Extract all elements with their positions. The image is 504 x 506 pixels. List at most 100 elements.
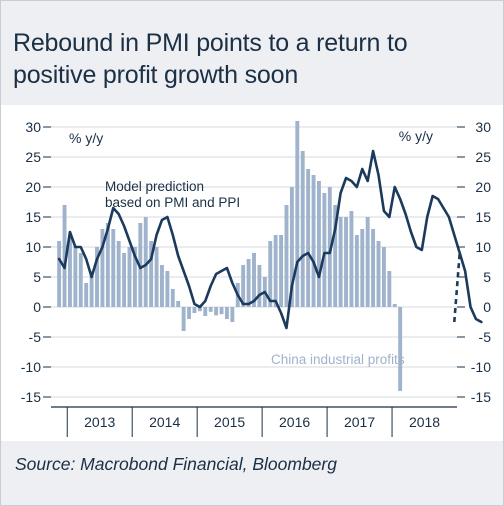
profit-bar — [295, 121, 300, 307]
profit-bar — [246, 259, 251, 307]
profit-bar — [165, 271, 170, 307]
profit-bar — [398, 307, 403, 391]
profit-bar — [132, 247, 137, 307]
profit-bar — [149, 241, 154, 307]
source-note: Source: Macrobond Financial, Bloomberg — [15, 454, 337, 474]
y-tick-label-right: 0 — [483, 299, 491, 315]
profit-bar — [344, 217, 348, 307]
x-tick-label: 2015 — [214, 414, 245, 430]
profit-bar — [241, 265, 246, 307]
profit-bar — [203, 307, 208, 316]
profit-bar — [154, 247, 159, 307]
profit-bar — [392, 304, 397, 307]
right-axis-unit: % y/y — [399, 128, 433, 144]
x-tick-label: 2014 — [149, 414, 180, 430]
profit-bar — [111, 229, 116, 307]
left-axis-unit: % y/y — [69, 130, 103, 146]
y-tick-label-left: -15 — [21, 389, 41, 405]
model-forecast-dashed-line — [452, 252, 462, 323]
profit-bar — [116, 241, 121, 307]
profit-bar — [230, 307, 235, 322]
y-tick-label-right: 20 — [475, 179, 491, 195]
profit-bar — [78, 253, 83, 307]
profit-bar — [279, 235, 284, 307]
model-annotation-line: Model prediction — [105, 179, 204, 194]
profit-bar — [257, 265, 262, 307]
profit-bar — [160, 265, 164, 307]
y-tick-label-left: 0 — [33, 299, 41, 315]
model-annotation-line: based on PMI and PPI — [105, 195, 240, 210]
profit-bar — [208, 307, 213, 312]
y-tick-label-left: 20 — [25, 179, 41, 195]
profit-bar — [333, 205, 338, 307]
y-tick-label-right: -15 — [471, 389, 491, 405]
profit-bar — [376, 241, 381, 307]
model-prediction-line — [57, 149, 483, 330]
profit-bar — [289, 187, 294, 307]
y-tick-label-right: 25 — [475, 149, 491, 165]
profit-bar — [322, 193, 327, 307]
y-tick-label-left: 15 — [25, 209, 41, 225]
profit-bar — [187, 307, 191, 319]
profit-bar — [306, 169, 311, 307]
y-tick-label-left: 5 — [33, 269, 41, 285]
y-tick-label-left: 30 — [25, 119, 41, 135]
profit-bar — [354, 235, 359, 307]
y-tick-label-left: -5 — [29, 329, 42, 345]
profit-bar — [122, 253, 127, 307]
y-tick-label-right: -10 — [471, 359, 491, 375]
profit-bar — [327, 187, 332, 307]
chart-title: Rebound in PMI points to a return to pos… — [13, 29, 408, 89]
profit-bar — [317, 181, 321, 307]
profit-bar — [181, 307, 186, 331]
profit-bar — [349, 211, 354, 307]
profit-bar — [105, 223, 110, 307]
plot-panel: 2013 2014 2015 2016 2017 2018 30 30 25 25 20 20 15 15… — [1, 105, 503, 441]
y-tick-label-right: -5 — [479, 329, 492, 345]
profit-bar — [192, 307, 197, 313]
y-tick-label-right: 15 — [475, 209, 491, 225]
profit-bar — [89, 271, 94, 307]
profit-bar — [268, 241, 273, 307]
profit-bar — [143, 217, 148, 307]
profit-bar — [371, 229, 376, 307]
profit-bar — [214, 307, 219, 316]
y-tick-label-left: 25 — [25, 149, 41, 165]
x-tick-label: 2017 — [344, 414, 375, 430]
profit-bar — [84, 283, 89, 307]
profit-bar — [360, 229, 365, 307]
profit-bar — [170, 289, 175, 307]
profit-bar — [252, 253, 256, 307]
profits-annotation: China industrial profits — [271, 352, 405, 367]
profit-bar — [95, 247, 99, 307]
profit-bar — [224, 307, 229, 319]
y-tick-label-right: 5 — [483, 269, 491, 285]
x-tick-label: 2018 — [409, 414, 440, 430]
x-tick-label: 2013 — [84, 414, 115, 430]
profit-bar — [284, 205, 289, 307]
y-tick-label-left: 10 — [25, 239, 41, 255]
profit-bar — [62, 205, 67, 307]
model-line — [57, 149, 483, 330]
axes — [43, 126, 465, 437]
profit-bar — [365, 217, 370, 307]
profit-bar — [197, 307, 202, 312]
profit-bar — [127, 247, 132, 307]
profit-bar — [68, 235, 72, 307]
profit-bar — [273, 235, 278, 307]
x-tick-label: 2016 — [279, 414, 310, 430]
profit-bar — [57, 241, 62, 307]
y-tick-label-right: 30 — [475, 119, 491, 135]
profit-bar — [100, 229, 105, 307]
profit-bar — [300, 151, 305, 307]
profit-bar — [176, 301, 181, 307]
profit-bar — [219, 307, 224, 315]
profit-bar — [311, 175, 316, 307]
profit-bar — [387, 271, 392, 307]
profit-bar — [338, 217, 343, 307]
profit-bar — [73, 247, 78, 307]
y-tick-label-right: 10 — [475, 239, 491, 255]
